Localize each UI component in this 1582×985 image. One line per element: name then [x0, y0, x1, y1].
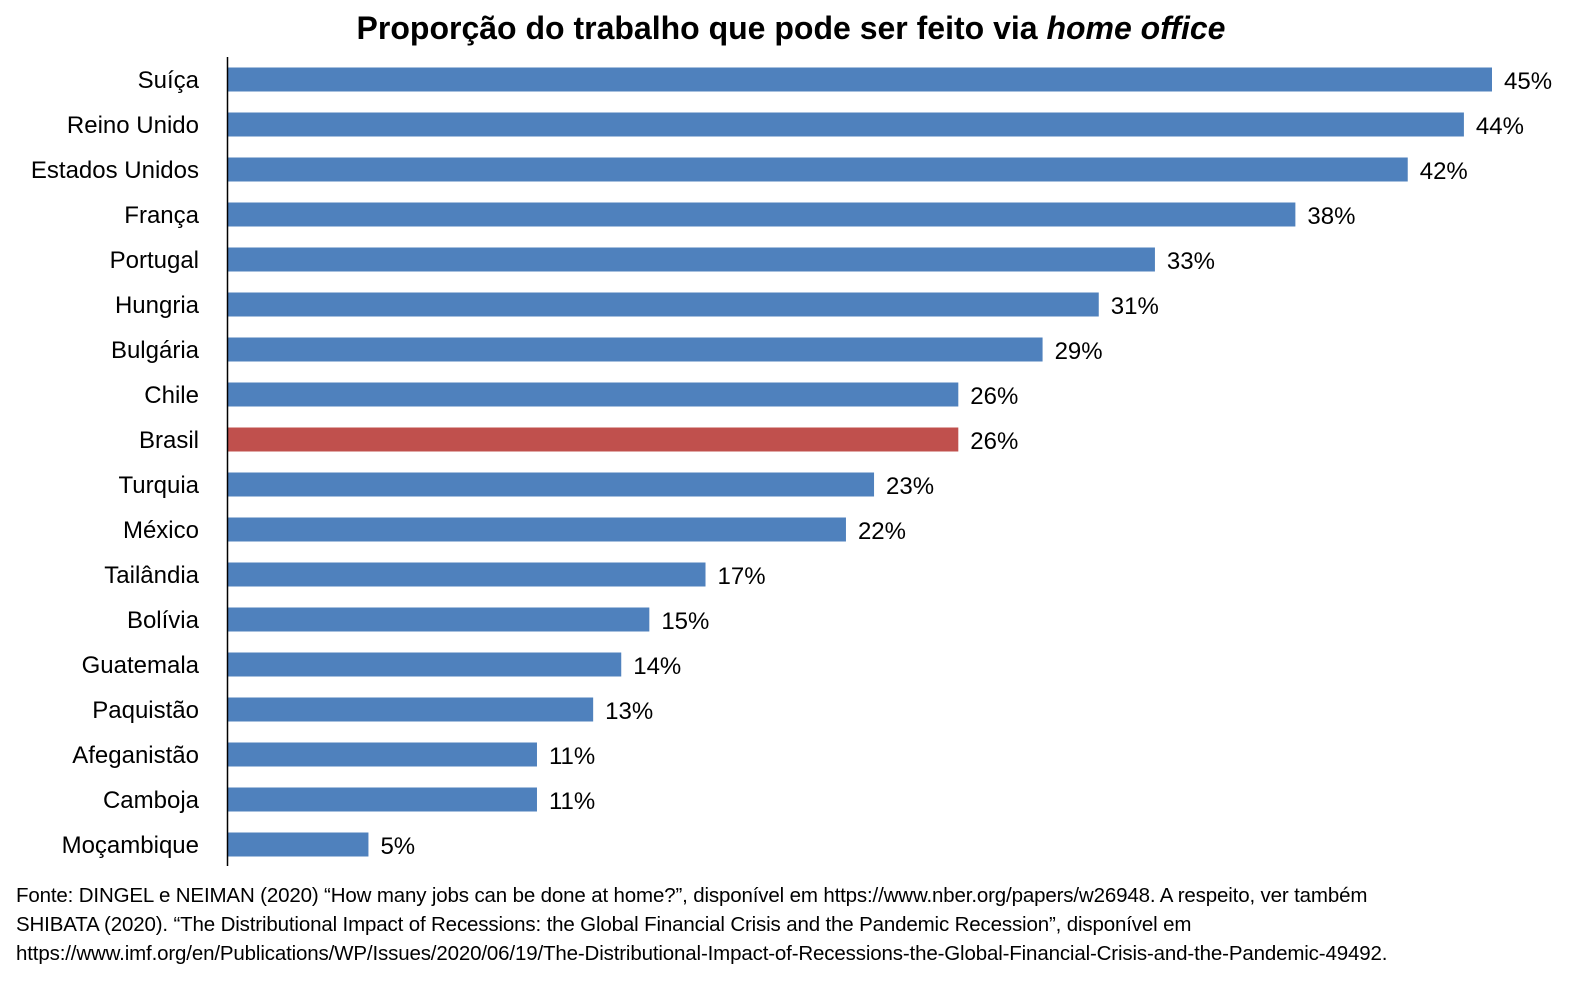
bar-14 — [228, 697, 594, 722]
bar-8 — [228, 427, 959, 452]
bar-7 — [228, 382, 959, 407]
value-label-5: 31% — [1111, 293, 1159, 320]
value-label-16: 11% — [549, 788, 595, 815]
value-label-9: 23% — [886, 473, 934, 500]
chart-title: Proporção do trabalho que pode ser feito… — [0, 6, 1582, 50]
category-label-1: Reino Unido — [67, 112, 199, 139]
category-label-4: Portugal — [110, 247, 199, 274]
bar-17 — [228, 832, 369, 857]
bar-3 — [228, 202, 1296, 227]
bar-9 — [228, 472, 875, 497]
category-label-3: França — [124, 202, 199, 229]
bar-16 — [228, 787, 537, 812]
category-label-17: Moçambique — [62, 832, 199, 859]
bar-1 — [228, 112, 1464, 137]
category-label-6: Bulgária — [111, 337, 200, 364]
value-label-4: 33% — [1167, 248, 1215, 275]
value-label-15: 11% — [549, 743, 595, 770]
bar-4 — [228, 247, 1155, 272]
source-line-3: https://www.imf.org/en/Publications/WP/I… — [16, 942, 1388, 965]
value-label-14: 13% — [605, 698, 653, 725]
value-label-8: 26% — [970, 428, 1018, 455]
value-label-7: 26% — [970, 383, 1018, 410]
category-label-11: Tailândia — [104, 562, 199, 589]
bar-12 — [228, 607, 650, 632]
bar-2 — [228, 157, 1408, 182]
category-label-16: Camboja — [103, 787, 200, 814]
category-label-2: Estados Unidos — [31, 157, 199, 184]
bar-5 — [228, 292, 1099, 317]
value-label-10: 22% — [858, 518, 906, 545]
category-label-0: Suíça — [138, 67, 200, 94]
value-label-0: 45% — [1504, 68, 1552, 95]
value-label-3: 38% — [1307, 203, 1355, 230]
source-line-2: SHIBATA (2020). “The Distributional Impa… — [16, 913, 1192, 936]
bars-layer — [228, 67, 1492, 857]
category-label-8: Brasil — [139, 427, 199, 454]
value-label-1: 44% — [1476, 113, 1524, 140]
category-label-5: Hungria — [115, 292, 200, 319]
chart-title-text: Proporção do trabalho que pode ser feito… — [356, 10, 1038, 46]
bar-10 — [228, 517, 846, 542]
source-line-1: Fonte: DINGEL e NEIMAN (2020) “How many … — [16, 884, 1368, 907]
category-label-10: México — [123, 517, 199, 544]
bar-6 — [228, 337, 1043, 362]
bar-15 — [228, 742, 537, 767]
bar-13 — [228, 652, 622, 677]
value-label-11: 17% — [718, 563, 766, 590]
value-label-17: 5% — [380, 833, 415, 860]
source-note: Fonte: DINGEL e NEIMAN (2020) “How many … — [16, 881, 1571, 968]
category-label-7: Chile — [144, 382, 199, 409]
bar-11 — [228, 562, 706, 587]
category-label-12: Bolívia — [127, 607, 200, 634]
category-label-14: Paquistão — [92, 697, 199, 724]
value-label-13: 14% — [633, 653, 681, 680]
bar-0 — [228, 67, 1492, 92]
category-label-13: Guatemala — [82, 652, 200, 679]
value-label-6: 29% — [1055, 338, 1103, 365]
chart-title-italic: home office — [1046, 10, 1226, 46]
category-label-15: Afeganistão — [72, 742, 199, 769]
value-label-2: 42% — [1420, 158, 1468, 185]
value-label-12: 15% — [661, 608, 709, 635]
bar-chart: Suíça Reino Unido Estados Unidos França Port… — [31, 57, 1552, 866]
value-labels-layer: 45% 44% 42% 38% 33% 31% 29% 26% 26% 23% 22% 17% 15% 1… — [380, 68, 1552, 860]
category-labels-layer: Suíça Reino Unido Estados Unidos França Port… — [31, 67, 200, 859]
category-label-9: Turquia — [119, 472, 200, 499]
